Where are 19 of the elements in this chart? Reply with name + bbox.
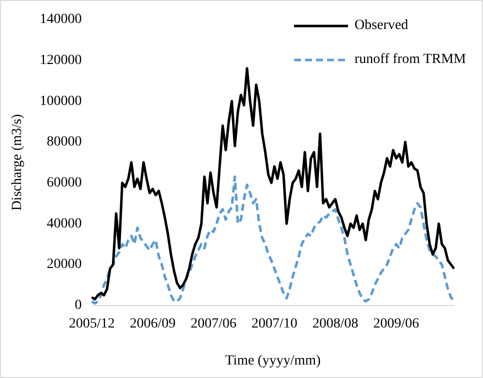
x-tick-label: 2007/06 [190,316,236,332]
y-tick-label: 100000 [40,94,82,109]
y-tick-label: 140000 [40,12,82,28]
y-tick-label: 80000 [46,134,82,150]
y-tick-label: 120000 [40,52,82,68]
x-tick-label: 2007/10 [251,316,298,332]
y-tick-label: 0 [74,298,82,314]
legend-label: Observed [354,18,408,34]
x-tick-label: 2005/12 [68,316,115,332]
legend-label: runoff from TRMM [354,52,466,68]
x-tick-label: 2008/08 [312,316,358,332]
line-series [90,175,456,305]
y-tick-label: 20000 [46,257,82,272]
y-tick-label: 40000 [46,216,82,232]
x-tick-label: 2009/06 [373,316,420,332]
y-tick-label: 60000 [46,176,82,190]
x-tick-label: 2006/09 [130,316,176,332]
x-axis-title: Time (yyyy/mm) [225,353,322,368]
y-axis-title: Discharge (m3/s) [10,114,26,211]
